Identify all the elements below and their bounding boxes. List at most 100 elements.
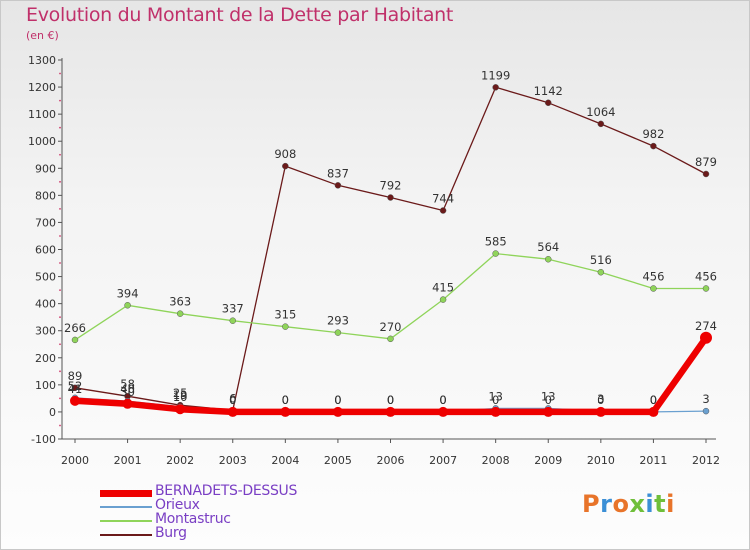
- data-point-montastruc: [176, 310, 184, 317]
- data-point-bernadets-dessus: [70, 395, 80, 406]
- x-tick-label: 2008: [482, 454, 510, 467]
- y-tick-label: 600: [35, 244, 56, 257]
- data-label-bernadets-dessus: 0: [650, 393, 657, 407]
- data-point-burg: [492, 84, 499, 91]
- data-label-orieux: 3: [702, 392, 709, 406]
- data-label-orieux: 0: [439, 393, 446, 407]
- data-label-orieux: 0: [282, 393, 289, 407]
- data-label-burg: 982: [642, 127, 664, 141]
- y-tick-label: -100: [31, 433, 56, 446]
- data-point-bernadets-dessus: [700, 331, 712, 344]
- data-label-bernadets-dessus: 0: [229, 393, 236, 407]
- logo-letter: i: [666, 490, 675, 518]
- y-minor-tick: [59, 370, 61, 373]
- x-tick-label: 2009: [534, 454, 562, 467]
- x-tick-label: 2007: [429, 454, 457, 467]
- data-point-montastruc: [439, 296, 447, 303]
- x-tick-label: 2002: [166, 454, 194, 467]
- y-minor-tick: [59, 126, 61, 129]
- data-point-burg: [650, 142, 657, 150]
- data-label-burg: 744: [432, 192, 454, 206]
- y-tick-label: 900: [35, 162, 56, 175]
- data-label-burg: 1199: [481, 68, 510, 82]
- data-point-montastruc: [650, 285, 657, 292]
- data-point-montastruc: [387, 335, 394, 343]
- y-minor-tick: [59, 262, 61, 264]
- y-minor-tick: [59, 397, 61, 400]
- data-point-montastruc: [71, 336, 79, 344]
- data-label-montastruc: 270: [380, 320, 402, 334]
- y-tick-label: 300: [35, 325, 56, 338]
- chart-unit-label: (en €): [26, 29, 59, 42]
- data-label-bernadets-dessus: 10: [173, 390, 188, 404]
- data-label-burg: 879: [695, 155, 717, 169]
- data-label-bernadets-dessus: 41: [68, 382, 83, 396]
- data-point-montastruc: [334, 329, 342, 336]
- data-point-burg: [282, 162, 289, 170]
- data-label-montastruc: 415: [432, 281, 454, 295]
- y-tick-label: 400: [35, 298, 56, 311]
- y-minor-tick: [59, 180, 61, 183]
- data-label-bernadets-dessus: 30: [120, 385, 135, 399]
- data-point-burg: [545, 99, 552, 107]
- y-tick-label: 0: [49, 406, 56, 419]
- data-label-orieux: 0: [334, 393, 341, 407]
- logo-letter: x: [629, 490, 646, 518]
- data-label-burg: 89: [68, 369, 83, 383]
- data-point-burg: [334, 182, 342, 189]
- y-minor-tick: [59, 343, 61, 346]
- y-tick-label: 500: [35, 271, 56, 284]
- series-line-burg: [74, 86, 707, 411]
- data-label-orieux: 0: [387, 393, 394, 407]
- data-label-orieux: 3: [597, 392, 604, 406]
- data-label-montastruc: 293: [327, 314, 349, 328]
- data-point-montastruc: [229, 317, 236, 324]
- y-minor-tick: [59, 207, 61, 210]
- data-point-montastruc: [124, 302, 131, 309]
- chart-title: Evolution du Montant de la Dette par Hab…: [26, 4, 454, 26]
- logo-letter: P: [582, 490, 601, 518]
- x-tick-label: 2001: [114, 454, 142, 467]
- legend-swatch-bernadets: [100, 490, 152, 497]
- logo-letter: i: [645, 490, 655, 518]
- y-minor-tick: [59, 153, 61, 156]
- data-point-montastruc: [702, 285, 710, 292]
- data-label-bernadets-dessus: 0: [545, 393, 552, 407]
- data-point-bernadets-dessus: [595, 406, 606, 417]
- data-label-orieux: 0: [650, 393, 657, 407]
- data-label-orieux: 19: [173, 388, 188, 402]
- data-point-montastruc: [545, 255, 552, 263]
- x-tick-label: 2005: [324, 454, 352, 467]
- legend-swatch-montastruc: [100, 520, 152, 522]
- x-tick-label: 2004: [271, 454, 299, 467]
- y-minor-tick: [59, 289, 61, 292]
- data-label-burg: 1064: [586, 105, 615, 119]
- y-tick-label: 1100: [28, 108, 56, 121]
- data-label-montastruc: 363: [169, 295, 191, 309]
- proxiti-logo: Proxiti: [582, 490, 675, 518]
- y-tick-label: 100: [35, 379, 56, 392]
- data-label-bernadets-dessus: 0: [387, 393, 394, 407]
- data-point-montastruc: [597, 268, 605, 276]
- y-tick-label: 1000: [28, 135, 56, 148]
- y-minor-tick: [59, 424, 61, 427]
- data-label-orieux: 13: [488, 389, 503, 403]
- data-label-burg: 58: [120, 377, 135, 391]
- data-label-orieux: 0: [229, 393, 236, 407]
- data-label-montastruc: 337: [222, 302, 244, 316]
- data-label-montastruc: 456: [695, 269, 717, 283]
- logo-letter: t: [654, 490, 667, 518]
- data-label-burg: 908: [274, 147, 296, 161]
- data-label-orieux: 40: [120, 382, 135, 396]
- x-tick-label: 2006: [377, 454, 405, 467]
- y-tick-label: 700: [35, 216, 56, 229]
- y-minor-tick: [59, 316, 61, 319]
- data-point-bernadets-dessus: [122, 398, 133, 409]
- legend-swatch-orieux: [100, 506, 152, 508]
- legend-label-bernadets: BERNADETS-DESSUS: [155, 483, 298, 499]
- data-point-montastruc: [492, 250, 499, 257]
- x-tick-label: 2011: [639, 454, 667, 467]
- data-point-bernadets-dessus: [175, 404, 186, 415]
- legend-label-montastruc: Montastruc: [155, 511, 231, 527]
